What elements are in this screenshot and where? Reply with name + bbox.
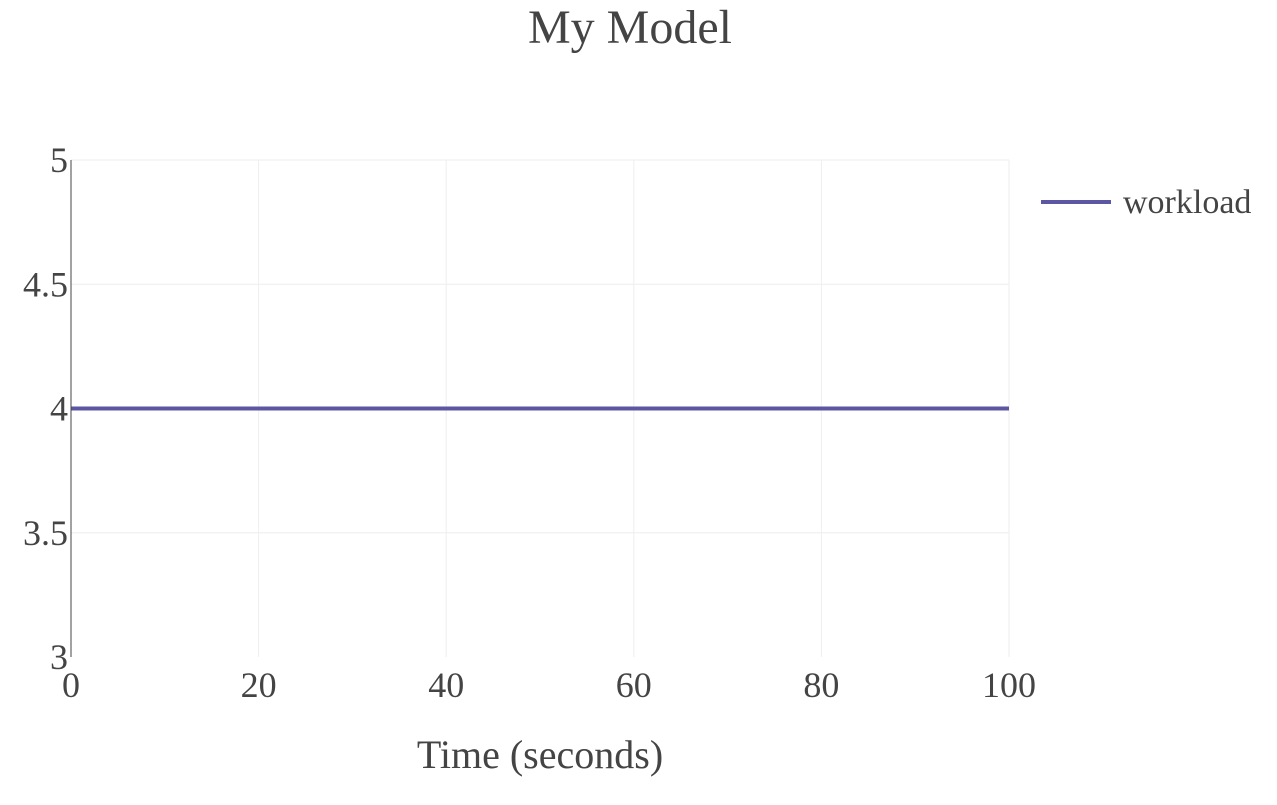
legend-label-workload[interactable]: workload: [1123, 184, 1251, 221]
y-tick-label-3: 4.5: [23, 264, 68, 304]
y-tick-label-4: 5: [50, 140, 68, 180]
y-tick-label-0: 3: [50, 637, 68, 677]
y-axis-ticks: 3 3.5 4 4.5 5: [23, 140, 68, 677]
x-axis-ticks: 0 20 40 60 80 100: [62, 665, 1036, 705]
y-tick-label-2: 4: [50, 389, 68, 429]
legend[interactable]: workload: [1041, 184, 1251, 221]
x-axis-title: Time (seconds): [417, 732, 663, 777]
x-tick-label-0: 0: [62, 665, 80, 705]
x-tick-label-2: 40: [428, 665, 464, 705]
x-tick-label-3: 60: [616, 665, 652, 705]
x-tick-label-4: 80: [803, 665, 839, 705]
x-tick-label-5: 100: [982, 665, 1036, 705]
chart-title: My Model: [528, 1, 732, 54]
x-tick-label-1: 20: [241, 665, 277, 705]
y-tick-label-1: 3.5: [23, 513, 68, 553]
